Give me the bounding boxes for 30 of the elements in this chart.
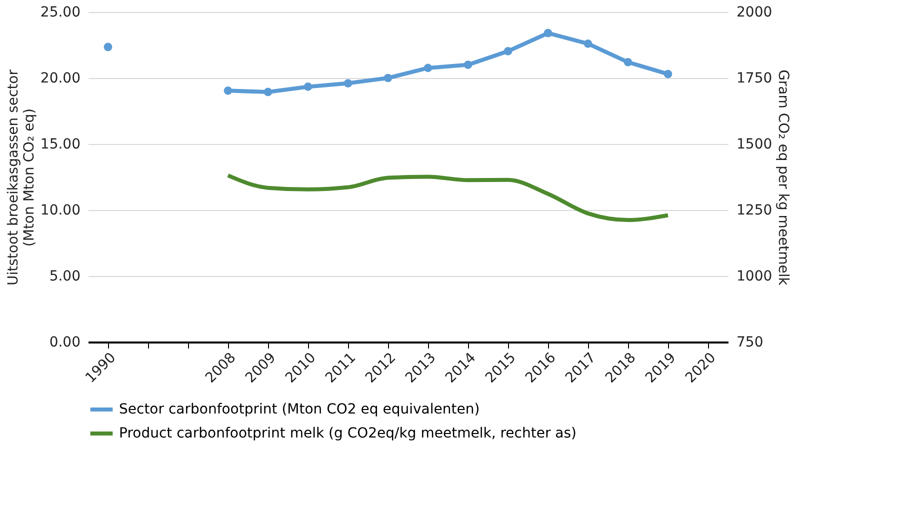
point — [504, 47, 512, 56]
legend-label: Sector carbonfootprint (Mton CO2 eq equivalenten) — [119, 402, 480, 418]
y2-tick-label: 1000 — [736, 268, 772, 284]
point — [224, 86, 232, 95]
y2-axis-title: Gram CO₂ eq per kg meetmelk — [775, 70, 792, 286]
point — [544, 28, 552, 38]
y-tick-label: 0.00 — [49, 334, 80, 350]
legend-label: Product carbonfootprint melk (g CO2eq/kg meetmelk, rechter as) — [119, 426, 576, 442]
point — [424, 64, 432, 72]
point — [264, 88, 272, 96]
y-tick-label: 10.00 — [40, 202, 80, 218]
point — [384, 74, 392, 82]
point — [304, 82, 312, 91]
y-axis-title: Uitstoot broeikasgassen sector (Mton Mton CO₂ eq) — [5, 69, 38, 286]
point — [344, 79, 352, 88]
point — [104, 42, 112, 52]
point — [664, 70, 672, 78]
point — [624, 58, 632, 66]
y2-tick-label: 750 — [736, 334, 764, 350]
y-tick-label: 5.00 — [49, 268, 80, 284]
point — [464, 60, 472, 69]
line-series — [226, 173, 670, 222]
y2-tick-label: 1250 — [736, 202, 772, 218]
y2-tick-label: 2000 — [736, 4, 772, 20]
y-tick-label: 15.00 — [40, 136, 80, 152]
y2-tick-label: 1750 — [736, 70, 772, 86]
y2-tick-label: 1500 — [736, 136, 772, 152]
y-tick-label: 25.00 — [40, 4, 80, 20]
point — [584, 40, 592, 48]
y-tick-label: 20.00 — [40, 70, 80, 86]
